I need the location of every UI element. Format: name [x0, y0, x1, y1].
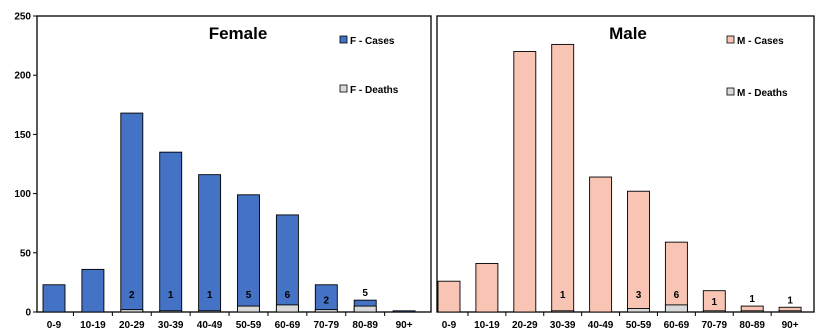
- x-tick-label: 80-89: [352, 320, 378, 331]
- legend-swatch-cases: [339, 35, 348, 44]
- y-tick-label: 150: [14, 130, 31, 141]
- bar-cases-10-19: [475, 263, 499, 313]
- bar-cases-60-69: [664, 241, 688, 313]
- bar-cases-30-39: [551, 43, 575, 313]
- x-tick-label: 30-39: [158, 320, 184, 331]
- legend-label-deaths: F - Deaths: [350, 85, 399, 96]
- bar-deaths-20-29: [120, 309, 144, 313]
- x-tick-label: 60-69: [664, 320, 690, 331]
- death-data-label: 6: [285, 290, 291, 301]
- y-tick-label: 200: [14, 71, 31, 82]
- y-tick-label: 0: [25, 308, 31, 319]
- death-data-label: 5: [362, 288, 368, 299]
- bar-cases-40-49: [589, 176, 613, 313]
- bar-cases-0-9: [437, 280, 461, 313]
- bar-deaths-30-39: [551, 310, 575, 313]
- x-tick-label: 0-9: [442, 320, 457, 331]
- x-tick-label: 50-59: [626, 320, 652, 331]
- x-tick-label: 10-19: [474, 320, 500, 331]
- chart-title-1: Female: [209, 24, 268, 43]
- bar-cases-30-39: [159, 151, 183, 313]
- x-tick-label: 90+: [782, 320, 799, 331]
- bar-cases-0-9: [42, 284, 66, 313]
- death-data-label: 2: [324, 296, 330, 307]
- bar-cases-20-29: [120, 112, 144, 313]
- bar-deaths-50-59: [627, 307, 650, 313]
- death-data-label: 2: [129, 290, 135, 301]
- legend-label-cases: F - Cases: [350, 36, 395, 47]
- x-tick-label: 20-29: [119, 320, 145, 331]
- y-tick-label: 100: [14, 189, 31, 200]
- bar-deaths-40-49: [198, 310, 222, 313]
- death-data-label: 1: [749, 294, 755, 305]
- chart-title-2: Male: [609, 24, 647, 43]
- plot-frame-1: [36, 15, 432, 313]
- bar-deaths-70-79: [314, 309, 338, 313]
- bar-cases-20-29: [513, 51, 537, 313]
- x-tick-label: 20-29: [512, 320, 538, 331]
- death-data-label: 6: [674, 290, 680, 301]
- x-tick-label: 10-19: [80, 320, 106, 331]
- legend-label-cases: M - Cases: [737, 36, 784, 47]
- bar-deaths-60-69: [275, 304, 299, 313]
- death-data-label: 5: [246, 290, 252, 301]
- death-data-label: 3: [636, 290, 642, 301]
- bar-deaths-30-39: [159, 310, 183, 313]
- bar-deaths-70-79: [702, 310, 726, 313]
- x-tick-label: 70-79: [314, 320, 340, 331]
- x-tick-label: 30-39: [550, 320, 576, 331]
- legend-swatch-deaths: [339, 84, 348, 93]
- x-tick-label: 90+: [396, 320, 413, 331]
- x-tick-label: 50-59: [236, 320, 262, 331]
- bar-deaths-90+: [778, 310, 802, 313]
- x-tick-label: 40-49: [197, 320, 223, 331]
- bar-cases-10-19: [81, 268, 105, 313]
- bar-deaths-80-89: [740, 310, 764, 313]
- bar-deaths-80-89: [353, 305, 377, 313]
- death-data-label: 1: [712, 297, 718, 308]
- legend-swatch-cases: [726, 35, 735, 44]
- death-data-label: 1: [560, 290, 566, 301]
- y-tick-label: 50: [20, 248, 32, 259]
- x-tick-label: 40-49: [588, 320, 614, 331]
- legend-label-deaths: M - Deaths: [737, 88, 788, 99]
- bar-cases-90+: [392, 310, 416, 313]
- death-data-label: 1: [168, 290, 174, 301]
- x-tick-label: 60-69: [275, 320, 301, 331]
- legend-swatch-deaths: [726, 87, 735, 96]
- x-tick-label: 70-79: [702, 320, 728, 331]
- death-data-label: 1: [207, 290, 213, 301]
- x-tick-label: 0-9: [47, 320, 62, 331]
- bar-deaths-50-59: [237, 305, 260, 313]
- plot-frame-2: [436, 15, 815, 313]
- bar-deaths-60-69: [664, 304, 688, 313]
- death-data-label: 1: [787, 295, 793, 306]
- y-tick-label: 250: [14, 12, 31, 23]
- x-tick-label: 80-89: [739, 320, 765, 331]
